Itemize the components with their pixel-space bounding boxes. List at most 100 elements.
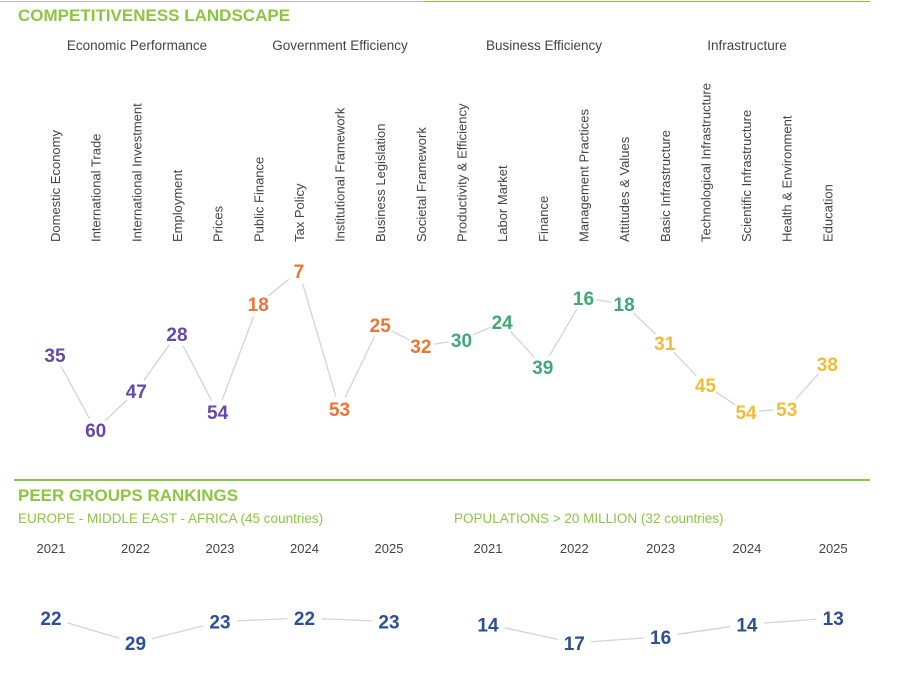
- rank-value-societal-framework: 32: [410, 337, 431, 358]
- category-label-technological-infrastructure: Technological Infrastructure: [698, 83, 713, 242]
- year-label-populations-2022: 2022: [559, 541, 589, 556]
- landscape-title: COMPETITIVENESS LANDSCAPE: [18, 6, 291, 25]
- peer-line-segment-populations: [591, 637, 644, 643]
- rank-value-domestic-economy: 35: [44, 346, 66, 367]
- rank-value-employment: 28: [166, 325, 187, 346]
- peer-rank-populations-2022: 17: [564, 634, 585, 655]
- year-label-populations-2023: 2023: [646, 541, 676, 556]
- year-label-emea-2024: 2024: [290, 541, 319, 556]
- landscape-line-segment: [267, 278, 290, 297]
- rank-value-productivity-efficiency: 30: [451, 331, 472, 352]
- landscape-line-segment: [221, 315, 255, 401]
- rank-value-technological-infrastructure: 45: [695, 376, 717, 397]
- category-label-employment: Employment: [170, 169, 185, 242]
- rank-value-public-finance: 18: [248, 295, 269, 316]
- landscape-line-segment: [344, 336, 376, 398]
- landscape-line-segment: [104, 399, 128, 422]
- category-label-scientific-infrastructure: Scientific Infrastructure: [739, 110, 754, 242]
- category-label-health-environment: Health & Environment: [780, 115, 795, 242]
- section-divider: [14, 479, 870, 481]
- peer-line-segment-populations: [677, 626, 731, 635]
- category-label-basic-infrastructure: Basic Infrastructure: [658, 130, 673, 242]
- category-label-business-legislation: Business Legislation: [373, 123, 388, 242]
- landscape-line-segment: [473, 326, 491, 336]
- peer-rank-populations-2021: 14: [477, 615, 499, 636]
- rank-value-health-environment: 53: [776, 400, 797, 421]
- rank-value-labor-market: 24: [492, 313, 514, 334]
- category-label-attitudes-values: Attitudes & Values: [617, 136, 632, 242]
- rank-value-international-trade: 60: [85, 421, 106, 442]
- group-label-government-efficiency: Government Efficiency: [272, 38, 408, 53]
- peer-rank-populations-2024: 14: [736, 615, 758, 636]
- category-label-finance: Finance: [536, 196, 551, 242]
- peer-groups-title: PEER GROUPS RANKINGS: [18, 486, 239, 505]
- peer-line-segment-populations: [763, 618, 817, 624]
- group-label-infrastructure: Infrastructure: [707, 38, 787, 53]
- landscape-line-segment: [182, 345, 213, 401]
- group-label-economic-performance: Economic Performance: [66, 38, 208, 53]
- peer-rank-emea-2022: 29: [125, 634, 146, 655]
- year-label-populations-2025: 2025: [818, 541, 848, 556]
- landscape-line-segment: [633, 312, 656, 335]
- group-label-business-efficiency: Business Efficiency: [485, 38, 603, 53]
- rank-value-prices: 54: [207, 403, 229, 424]
- year-label-emea-2021: 2021: [36, 541, 66, 556]
- landscape-line-segment: [548, 308, 578, 357]
- category-label-tax-policy: Tax Policy: [292, 183, 307, 242]
- landscape-line-segment: [596, 299, 612, 303]
- landscape-line-segment: [510, 331, 535, 358]
- peer-panel-title-emea: EUROPE - MIDDLE EAST - AFRICA (45 countr…: [18, 511, 324, 526]
- landscape-line-segment: [391, 330, 410, 341]
- peer-rank-populations-2025: 13: [823, 609, 844, 630]
- year-label-emea-2022: 2022: [121, 541, 150, 556]
- landscape-line-segment: [301, 283, 337, 397]
- peer-line-segment-emea: [67, 622, 120, 639]
- landscape-line-segment: [433, 341, 449, 345]
- top-rule-gray: [0, 1, 424, 2]
- rank-value-institutional-framework: 53: [329, 400, 350, 421]
- peer-rank-emea-2021: 22: [40, 609, 61, 630]
- peer-line-segment-populations: [504, 627, 558, 641]
- landscape-line-segment: [758, 409, 774, 412]
- year-label-populations-2021: 2021: [473, 541, 503, 556]
- rank-value-attitudes-values: 18: [614, 295, 635, 316]
- rank-value-scientific-infrastructure: 54: [735, 403, 757, 424]
- peer-rank-populations-2023: 16: [650, 628, 671, 649]
- year-label-emea-2025: 2025: [374, 541, 404, 556]
- category-label-societal-framework: Societal Framework: [414, 127, 429, 242]
- rank-value-education: 38: [817, 355, 838, 376]
- landscape-line-segment: [143, 344, 170, 381]
- top-rule-green: [424, 1, 870, 2]
- rank-value-international-investment: 47: [126, 382, 147, 403]
- category-label-prices: Prices: [211, 205, 226, 242]
- peer-rank-emea-2023: 23: [209, 613, 230, 634]
- category-label-education: Education: [820, 184, 835, 242]
- peer-panel-title-populations: POPULATIONS > 20 MILLION (32 countries): [454, 511, 724, 526]
- landscape-line-segment: [60, 366, 91, 419]
- category-label-institutional-framework: Institutional Framework: [333, 107, 348, 242]
- landscape-chart: Domestic Economy 35 International Trade 60 I…: [44, 83, 838, 442]
- category-label-international-trade: International Trade: [89, 134, 104, 242]
- category-label-productivity-efficiency: Productivity & Efficiency: [455, 103, 470, 242]
- landscape-line-segment: [673, 351, 697, 377]
- peer-rank-emea-2024: 22: [294, 609, 315, 630]
- peer-line-segment-emea: [236, 618, 288, 622]
- category-label-management-practices: Management Practices: [576, 109, 591, 242]
- peer-line-segment-emea: [151, 625, 204, 640]
- category-label-domestic-economy: Domestic Economy: [48, 130, 63, 242]
- year-label-populations-2024: 2024: [732, 541, 762, 556]
- rank-value-tax-policy: 7: [294, 262, 305, 283]
- landscape-line-segment: [715, 391, 736, 406]
- year-label-emea-2023: 2023: [205, 541, 235, 556]
- rank-value-basic-infrastructure: 31: [654, 334, 676, 355]
- rank-value-management-practices: 16: [573, 289, 594, 310]
- peer-line-segment-emea: [321, 618, 373, 622]
- category-label-public-finance: Public Finance: [251, 157, 266, 242]
- rank-value-finance: 39: [532, 358, 553, 379]
- landscape-line-segment: [794, 373, 820, 400]
- category-label-international-investment: International Investment: [129, 103, 144, 242]
- rank-value-business-legislation: 25: [370, 316, 392, 337]
- peer-rank-emea-2025: 23: [378, 613, 399, 634]
- category-label-labor-market: Labor Market: [495, 165, 510, 242]
